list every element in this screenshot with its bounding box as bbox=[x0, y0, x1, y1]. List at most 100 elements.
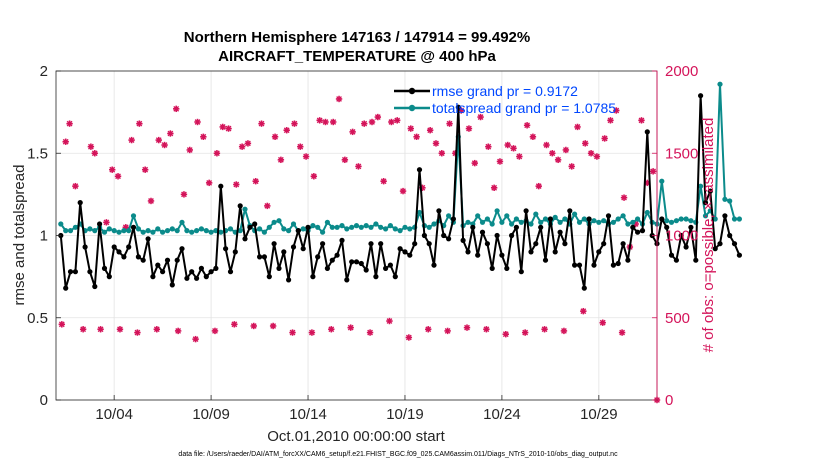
series-point bbox=[223, 246, 229, 252]
series-point bbox=[378, 224, 384, 230]
y-axis-left-label: rmse and totalspread bbox=[11, 165, 28, 306]
obs-marker bbox=[277, 156, 285, 164]
series-point bbox=[421, 232, 427, 239]
series-point bbox=[179, 219, 185, 225]
series-point bbox=[339, 237, 345, 243]
series-point bbox=[339, 223, 345, 229]
series-point bbox=[150, 229, 156, 235]
legend-spread-marker bbox=[408, 104, 416, 112]
series-point bbox=[106, 274, 112, 280]
series-point bbox=[441, 232, 447, 239]
obs-marker bbox=[231, 321, 238, 328]
series-point bbox=[324, 219, 330, 225]
series-point bbox=[673, 257, 680, 263]
series-point bbox=[630, 224, 636, 230]
series-point bbox=[664, 224, 670, 230]
obs-marker bbox=[426, 127, 434, 134]
series-point bbox=[358, 260, 364, 267]
obs-marker bbox=[638, 117, 645, 124]
series-point bbox=[722, 213, 728, 219]
y-left-tick-label: 2 bbox=[40, 63, 48, 80]
obs-marker bbox=[155, 136, 162, 144]
y-right-tick-label: 2000 bbox=[665, 63, 698, 80]
series-point bbox=[281, 226, 287, 232]
obs-marker bbox=[554, 156, 562, 164]
series-point bbox=[194, 275, 200, 281]
series-point bbox=[509, 221, 515, 227]
series-point bbox=[320, 241, 326, 247]
series-point bbox=[499, 252, 505, 258]
series-point bbox=[121, 228, 127, 234]
obs-marker bbox=[502, 331, 509, 338]
obs-marker bbox=[136, 120, 143, 127]
series-point bbox=[538, 224, 544, 230]
y-axis-right-label: # of obs: o=possible; ×=assimilated bbox=[700, 118, 717, 353]
y-axis-left: 0 0.5 1 1.5 2 bbox=[27, 63, 61, 409]
series-point bbox=[494, 208, 500, 214]
obs-marker bbox=[516, 153, 523, 160]
series-point bbox=[547, 216, 554, 222]
series-point bbox=[184, 275, 190, 281]
x-tick-label: 10/24 bbox=[483, 406, 521, 423]
series-point bbox=[242, 206, 248, 212]
series-point bbox=[189, 229, 195, 235]
series-point bbox=[363, 223, 369, 229]
obs-marker bbox=[349, 128, 356, 136]
series-point bbox=[736, 252, 743, 258]
series-point bbox=[678, 232, 684, 239]
series-line bbox=[59, 94, 741, 290]
series-point bbox=[533, 211, 539, 217]
series-point bbox=[552, 249, 558, 255]
series-point bbox=[353, 223, 360, 229]
series-point bbox=[208, 229, 214, 235]
obs-marker bbox=[194, 118, 201, 126]
series-point bbox=[160, 229, 166, 235]
series-point bbox=[659, 216, 665, 222]
obs-marker bbox=[463, 324, 471, 331]
series-point bbox=[620, 213, 626, 219]
obs-marker bbox=[238, 143, 246, 150]
obs-marker bbox=[264, 202, 271, 210]
series-point bbox=[383, 265, 389, 271]
series-point bbox=[518, 219, 524, 225]
series-point bbox=[504, 213, 510, 219]
obs-marker bbox=[225, 125, 232, 132]
series-point bbox=[407, 226, 413, 232]
series-point bbox=[184, 228, 190, 234]
series-point bbox=[130, 213, 137, 219]
series-point bbox=[620, 241, 626, 247]
series-point bbox=[644, 129, 650, 135]
series-point bbox=[257, 254, 263, 260]
series-point bbox=[625, 221, 631, 227]
series-point bbox=[562, 216, 568, 222]
x-axis: 10/04 10/09 10/14 10/19 10/24 10/29 bbox=[95, 395, 618, 423]
series-point bbox=[344, 226, 350, 232]
series-point bbox=[300, 226, 306, 232]
obs-marker bbox=[582, 140, 589, 147]
obs-marker bbox=[114, 173, 122, 180]
obs-marker bbox=[471, 159, 478, 167]
obs-marker bbox=[72, 182, 79, 190]
series-point bbox=[392, 226, 398, 232]
series-point bbox=[174, 257, 180, 263]
obs-marker bbox=[62, 138, 69, 145]
series-point bbox=[92, 228, 98, 234]
series-point bbox=[591, 262, 597, 268]
obs-marker bbox=[593, 153, 601, 160]
series-point bbox=[82, 244, 88, 250]
legend: rmse grand pr = 0.9172 totalspread grand… bbox=[394, 83, 616, 116]
series-point bbox=[218, 183, 224, 189]
series-point bbox=[218, 229, 224, 235]
series-point bbox=[329, 257, 335, 263]
series-point bbox=[194, 228, 200, 234]
obs-marker bbox=[269, 322, 277, 330]
series-point bbox=[383, 226, 389, 232]
obs-marker bbox=[386, 317, 393, 325]
obs-marker bbox=[380, 178, 387, 185]
series-point bbox=[601, 241, 607, 247]
series-point bbox=[727, 198, 733, 204]
series-point bbox=[460, 237, 466, 243]
series-point bbox=[155, 226, 161, 232]
obs-marker bbox=[562, 146, 570, 154]
series-point bbox=[286, 228, 292, 234]
